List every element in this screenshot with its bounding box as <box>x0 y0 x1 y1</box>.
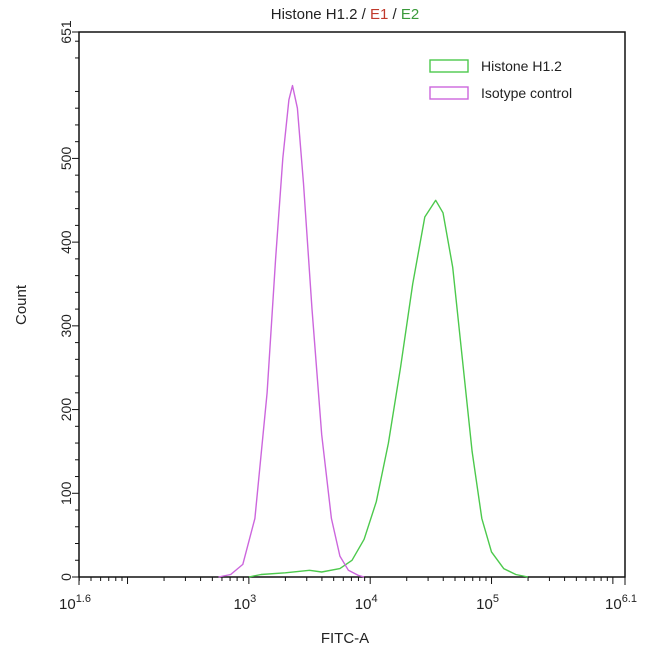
series-line-histone-h1-2 <box>248 199 529 578</box>
x-tick-exponent: 1.6 <box>76 593 91 605</box>
plot-frame <box>78 31 626 578</box>
legend-label: Histone H1.2 <box>481 58 562 74</box>
title-part: E2 <box>401 6 419 23</box>
legend-swatch <box>429 59 469 73</box>
x-tick-label: 106.1 <box>605 593 637 613</box>
legend: Histone H1.2 Isotype control <box>429 58 572 101</box>
title-part: Histone H1.2 <box>271 6 358 23</box>
x-axis-label: FITC-A <box>321 630 369 647</box>
x-tick-exponent: 6.1 <box>622 593 637 605</box>
x-tick-exponent: 5 <box>493 593 499 605</box>
y-tick-label: 100 <box>58 481 74 505</box>
legend-swatch <box>429 86 469 100</box>
title-part: / <box>388 6 401 23</box>
x-tick-base: 10 <box>476 596 493 613</box>
title-part: / <box>357 6 370 23</box>
y-tick-label: 200 <box>58 398 74 422</box>
x-tick-label: 105 <box>476 593 499 613</box>
x-tick-base: 10 <box>605 596 622 613</box>
x-tick-label: 104 <box>355 593 378 613</box>
y-tick-label: 500 <box>58 147 74 171</box>
x-tick-label: 101.6 <box>59 593 91 613</box>
y-axis-label: Count <box>13 284 30 325</box>
series-line-isotype-control <box>218 84 365 578</box>
title-part: E1 <box>370 6 388 23</box>
x-tick-base: 10 <box>355 596 372 613</box>
x-tick-exponent: 3 <box>250 593 256 605</box>
y-tick-label: 651 <box>58 20 74 44</box>
x-tick-label: 103 <box>233 593 256 613</box>
y-tick-label: 300 <box>58 314 74 338</box>
y-tick-label: 0 <box>58 573 74 581</box>
chart-title: Histone H1.2 / E1 / E2 <box>271 6 419 23</box>
legend-label: Isotype control <box>481 85 572 101</box>
x-tick-base: 10 <box>59 596 76 613</box>
x-tick-exponent: 4 <box>371 593 377 605</box>
x-tick-base: 10 <box>233 596 250 613</box>
y-tick-label: 400 <box>58 230 74 254</box>
